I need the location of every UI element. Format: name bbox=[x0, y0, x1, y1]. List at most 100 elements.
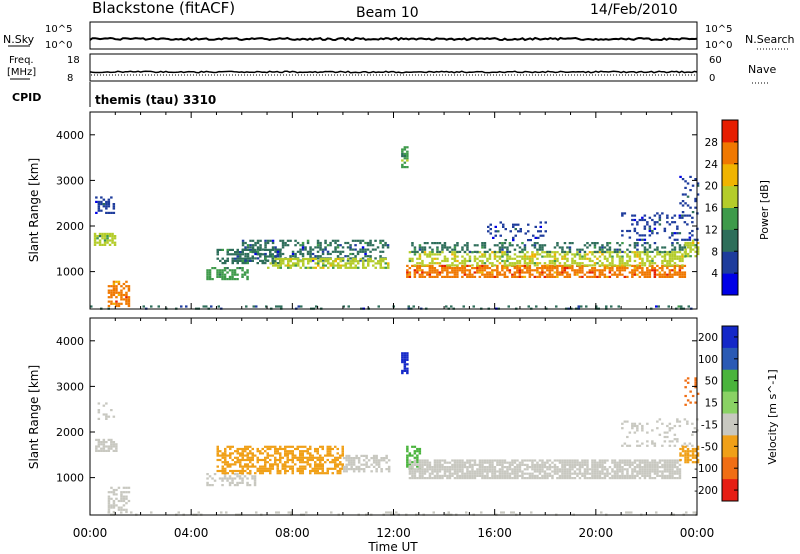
data-cell bbox=[623, 474, 627, 477]
data-cell bbox=[438, 461, 442, 464]
data-cell bbox=[406, 367, 409, 370]
data-cell bbox=[481, 267, 484, 270]
data-cell bbox=[586, 271, 589, 274]
data-cell bbox=[279, 458, 282, 462]
data-cell bbox=[566, 459, 569, 462]
data-cell bbox=[683, 246, 687, 249]
data-cell bbox=[294, 463, 297, 466]
data-cell bbox=[689, 189, 692, 192]
data-cell bbox=[473, 244, 477, 247]
data-cell bbox=[668, 459, 672, 462]
data-cell bbox=[266, 255, 269, 258]
data-cell bbox=[653, 271, 657, 274]
data-cell bbox=[671, 470, 674, 473]
power-cells bbox=[90, 146, 700, 310]
colorbar-segment bbox=[722, 141, 738, 165]
data-cell bbox=[573, 459, 577, 462]
data-cell bbox=[553, 257, 557, 260]
data-cell bbox=[684, 456, 687, 459]
data-cell bbox=[498, 470, 502, 473]
data-cell bbox=[618, 264, 622, 267]
data-cell bbox=[342, 468, 346, 471]
data-cell bbox=[284, 465, 287, 468]
data-cell bbox=[386, 246, 390, 249]
data-cell bbox=[217, 305, 220, 308]
data-cell bbox=[406, 150, 409, 153]
data-cell bbox=[97, 409, 101, 412]
data-cell bbox=[418, 264, 422, 267]
data-cell bbox=[350, 461, 353, 464]
data-cell bbox=[241, 477, 244, 480]
data-cell bbox=[433, 253, 437, 256]
data-cell bbox=[436, 269, 439, 272]
data-cell bbox=[408, 477, 412, 480]
data-cell bbox=[633, 273, 637, 276]
data-cell bbox=[122, 491, 126, 494]
data-cell bbox=[431, 253, 434, 256]
data-cell bbox=[498, 271, 502, 274]
data-cell bbox=[598, 470, 602, 473]
data-cell bbox=[436, 461, 439, 464]
data-cell bbox=[319, 461, 322, 464]
data-cell bbox=[375, 463, 378, 466]
data-cell bbox=[561, 267, 564, 270]
data-cell bbox=[648, 250, 652, 253]
data-cell bbox=[563, 472, 567, 475]
data-cell bbox=[239, 463, 242, 466]
data-cell bbox=[324, 257, 327, 261]
data-cell bbox=[448, 267, 452, 270]
data-cell bbox=[696, 252, 700, 256]
data-cell bbox=[671, 461, 674, 464]
data-cell bbox=[496, 269, 499, 272]
data-cell bbox=[387, 465, 391, 468]
data-cell bbox=[461, 262, 464, 265]
data-cell bbox=[331, 447, 334, 451]
data-cell bbox=[339, 461, 342, 464]
data-cell bbox=[458, 470, 462, 473]
data-cell bbox=[401, 152, 404, 155]
data-cell bbox=[646, 444, 649, 447]
data-cell bbox=[246, 467, 249, 470]
data-cell bbox=[223, 477, 227, 480]
data-cell bbox=[332, 262, 335, 265]
data-cell bbox=[617, 305, 620, 308]
data-cell bbox=[314, 472, 317, 475]
data-cell bbox=[238, 267, 242, 270]
data-cell bbox=[446, 477, 449, 480]
data-cell bbox=[403, 161, 407, 164]
data-cell bbox=[468, 273, 472, 276]
data-cell bbox=[673, 267, 677, 270]
data-cell bbox=[608, 267, 612, 270]
data-cell bbox=[336, 463, 339, 466]
data-cell bbox=[530, 511, 533, 514]
data-cell bbox=[538, 275, 542, 278]
data-cell bbox=[681, 248, 684, 251]
data-cell bbox=[319, 260, 322, 263]
data-cell bbox=[651, 259, 654, 263]
data-cell bbox=[458, 461, 462, 464]
data-cell bbox=[360, 468, 363, 471]
data-cell bbox=[521, 463, 524, 466]
data-cell bbox=[618, 463, 622, 466]
data-cell bbox=[384, 244, 387, 247]
data-cell bbox=[576, 248, 579, 251]
data-cell bbox=[556, 271, 559, 274]
data-cell bbox=[324, 454, 327, 457]
data-cell bbox=[317, 260, 320, 263]
data-cell bbox=[458, 262, 462, 265]
data-cell bbox=[678, 248, 682, 251]
data-cell bbox=[676, 420, 679, 423]
colorbar-tick-label: -15 bbox=[701, 419, 718, 431]
data-cell bbox=[658, 433, 662, 436]
data-cell bbox=[423, 253, 427, 256]
data-cell bbox=[561, 470, 564, 473]
data-cell bbox=[98, 232, 102, 235]
data-cell bbox=[287, 266, 290, 269]
data-cell bbox=[241, 253, 244, 256]
data-cell bbox=[387, 468, 391, 471]
data-cell bbox=[244, 447, 247, 451]
data-cell bbox=[289, 260, 292, 263]
data-cell bbox=[676, 251, 679, 254]
data-cell bbox=[616, 255, 619, 258]
data-cell bbox=[676, 227, 679, 230]
